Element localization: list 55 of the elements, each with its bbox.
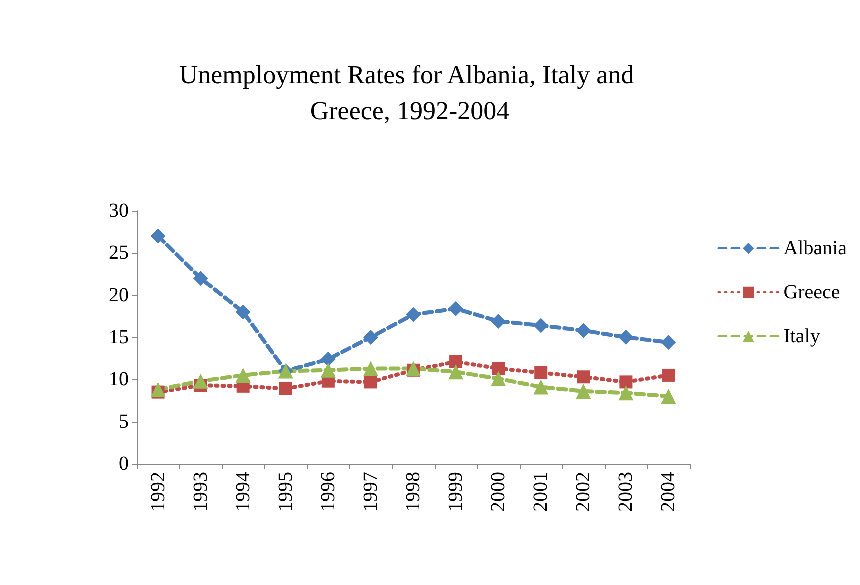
point [448,301,464,316]
point [279,382,292,396]
x-tick-label: 1994 [232,472,254,512]
point [618,330,634,345]
y-tick-label: 0 [119,453,129,475]
point [363,361,378,376]
point [662,368,676,382]
x-tick-label: 2000 [488,472,510,512]
x-tick-label: 2002 [572,472,595,512]
point [193,270,208,286]
point [150,228,166,244]
y-tick-label: 10 [109,368,129,391]
point [534,318,549,334]
legend-label: Italy [784,326,820,348]
legend-label: Albania [784,238,848,260]
point [320,352,336,367]
point [661,389,676,404]
x-tick-label: 2003 [615,472,638,512]
x-tick-label: 1999 [445,472,468,512]
point [363,330,378,345]
point [620,376,633,389]
y-tick-label: 20 [109,284,129,306]
y-tick-label: 5 [119,410,129,433]
point [448,364,464,380]
point [320,362,336,378]
point [364,376,378,389]
point [150,382,166,398]
legend-label: Greece [784,282,840,304]
point [406,307,421,322]
point [576,384,592,399]
point [236,304,251,320]
x-tick-label: 2001 [530,472,552,512]
point [576,323,592,338]
x-tick-label: 2004 [658,472,680,512]
point [534,380,549,395]
point [236,368,251,383]
point [618,386,634,401]
y-tick-label: 25 [109,242,129,264]
y-tick-label: 30 [109,200,129,222]
point [491,371,506,386]
point [491,314,506,329]
point [661,335,676,350]
point [577,370,590,384]
point [492,362,506,376]
point [450,355,463,368]
point [193,374,208,389]
x-tick-label: 1993 [190,472,212,512]
chart-title: Unemployment Rates for Albania, Italy and Greece, 1992-2004 [179,60,641,126]
x-tick-label: 1992 [147,472,170,512]
x-tick-label: 1998 [402,472,424,512]
x-tick-label: 1996 [317,472,340,512]
point [534,366,548,380]
y-tick-label: 15 [109,326,129,348]
x-tick-label: 1995 [274,472,297,512]
x-tick-label: 1997 [360,472,382,512]
